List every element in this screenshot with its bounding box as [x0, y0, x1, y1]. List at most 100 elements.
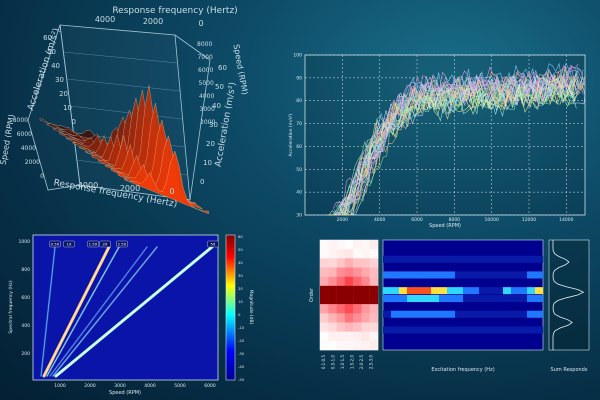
spectrogram-x-tick-label: 4000 — [144, 383, 156, 389]
line-series-path — [328, 77, 574, 216]
excitation-map-cell — [415, 310, 424, 318]
line-y-tick-label: 40 — [296, 190, 302, 196]
order-tick-label: 1.0-1.5 — [340, 355, 345, 370]
order-map-cell — [361, 249, 370, 259]
excitation-map-cell — [503, 295, 512, 303]
order-map-cell — [328, 331, 337, 342]
spectrogram-x-tick-label: 5000 — [174, 383, 186, 389]
order-map-cell — [336, 249, 346, 259]
excitation-map-cell — [535, 271, 544, 279]
left-axis-ticks: 60 50 40 30 20 100 — [43, 34, 76, 126]
excitation-map-cell — [439, 271, 448, 279]
excitation-map-cell — [527, 310, 536, 318]
order-map-cell — [353, 240, 362, 250]
order-map-cell — [328, 276, 337, 287]
order-map-cell — [353, 267, 362, 277]
right-tick-label: 0 — [200, 178, 204, 186]
order-map-cell — [328, 267, 337, 277]
excitation-map-cell — [471, 255, 480, 263]
excitation-map-cell — [415, 255, 424, 263]
order-map-cell — [344, 276, 354, 287]
excitation-map-cell — [535, 255, 544, 263]
line-y-tick-label: 70 — [296, 121, 302, 127]
colorbar-tick-label: 40 — [238, 260, 243, 265]
excitation-map-cell — [383, 271, 392, 279]
excitation-map-cell — [399, 326, 408, 334]
excitation-map-cell — [447, 326, 456, 334]
excitation-map-cell — [479, 287, 488, 295]
excitation-map-cell — [431, 326, 440, 334]
line-series-path — [333, 62, 580, 216]
left-tick-label: 10 — [63, 104, 72, 112]
left-depth-tick-label: 2000 — [25, 159, 40, 166]
order-map-cell — [320, 331, 329, 342]
excitation-map-cell — [455, 310, 464, 318]
order-map-cell — [320, 340, 329, 351]
excitation-map-cell — [455, 271, 464, 279]
excitation-map-cell — [423, 326, 432, 334]
right-depth-tick-label: 3000 — [200, 106, 215, 113]
order-map-cell — [320, 276, 329, 287]
order-map-cell — [336, 240, 346, 250]
order-ticks: 0.1-0.5 0.5-1.0 1.0-1.5 1.5-2.0 2.0-2.5 2.5-3… — [321, 355, 374, 370]
excitation-map-cell — [399, 295, 408, 303]
spectrogram-y-tick-label: 400 — [21, 323, 30, 329]
excitation-map-cell — [439, 287, 448, 295]
colorbar-tick-label: -30 — [238, 351, 245, 356]
order-map-cell — [320, 295, 329, 305]
right-tick-label: 40 — [212, 102, 221, 110]
excitation-map-cell — [471, 326, 480, 334]
excitation-map-cell — [383, 310, 392, 318]
order-map-cell — [353, 295, 362, 305]
order-tick-label: 2.5-3.0 — [369, 355, 374, 370]
back-grid-line — [66, 78, 181, 92]
excitation-map-cell — [383, 295, 392, 303]
order-map-cell — [353, 285, 362, 296]
excitation-map-cell — [455, 295, 464, 303]
colorbar — [225, 234, 236, 381]
excitation-map-cell — [479, 310, 488, 318]
spectrogram-x-tick-label: 6000 — [204, 383, 216, 389]
excitation-map-cell — [511, 310, 520, 318]
excitation-map-cell — [463, 310, 472, 318]
right-depth-tick-label: 6000 — [198, 67, 213, 74]
order-map-cell — [344, 267, 354, 277]
order-map-cell — [336, 331, 346, 342]
colorbar-tick-label: -40 — [238, 364, 245, 369]
order-map-cell — [336, 285, 346, 296]
excitation-map-cell — [407, 326, 416, 334]
excitation-map-cell — [519, 326, 528, 334]
left-tick-label: 30 — [55, 76, 64, 84]
excitation-map-cell — [463, 255, 472, 263]
excitation-map-cell — [407, 255, 416, 263]
left-tick-label: 60 — [43, 34, 52, 42]
colorbar-ticks: 60 50 40 30 20 10 0 -10 -20 -30 -40 -50 — [238, 234, 245, 382]
line-chart: 2000 4000 6000 8000 10000 12000 14000 100 90 80 7… — [288, 53, 586, 229]
top-axis-label: Response frequency (Hertz) — [112, 6, 237, 16]
spectrogram-plot-area — [32, 234, 219, 381]
line-series-path — [333, 84, 580, 216]
excitation-map-cell — [503, 310, 512, 318]
order-map-cell — [320, 285, 329, 296]
order-map-cell — [344, 313, 354, 323]
top-axis-ticks: 4000 2000 0 — [95, 15, 204, 28]
excitation-map-cell — [471, 271, 480, 279]
order-map-cell — [353, 276, 362, 287]
excitation-map-cell — [519, 295, 528, 303]
excitation-map-cell — [391, 310, 400, 318]
order-map-cell — [344, 285, 354, 296]
excitation-map-cell — [415, 271, 424, 279]
bottom-tick-label: 0 — [169, 187, 174, 196]
order-map-cell — [361, 304, 370, 314]
excitation-map-cell — [535, 326, 544, 334]
order-label-text: 0.5X — [51, 242, 60, 247]
order-map-cell — [320, 267, 329, 277]
line-y-tick-label: 50 — [296, 167, 302, 173]
right-depth-tick-label: 4000 — [199, 93, 214, 100]
colorbar-tick-label: 30 — [238, 273, 243, 278]
order-map-cell — [328, 295, 337, 305]
order-map-cell — [344, 249, 354, 259]
line-x-ticks: 2000 4000 6000 8000 10000 12000 14000 — [337, 217, 574, 223]
right-tick-label: 30 — [209, 121, 218, 129]
top-right-edge — [174, 34, 211, 61]
